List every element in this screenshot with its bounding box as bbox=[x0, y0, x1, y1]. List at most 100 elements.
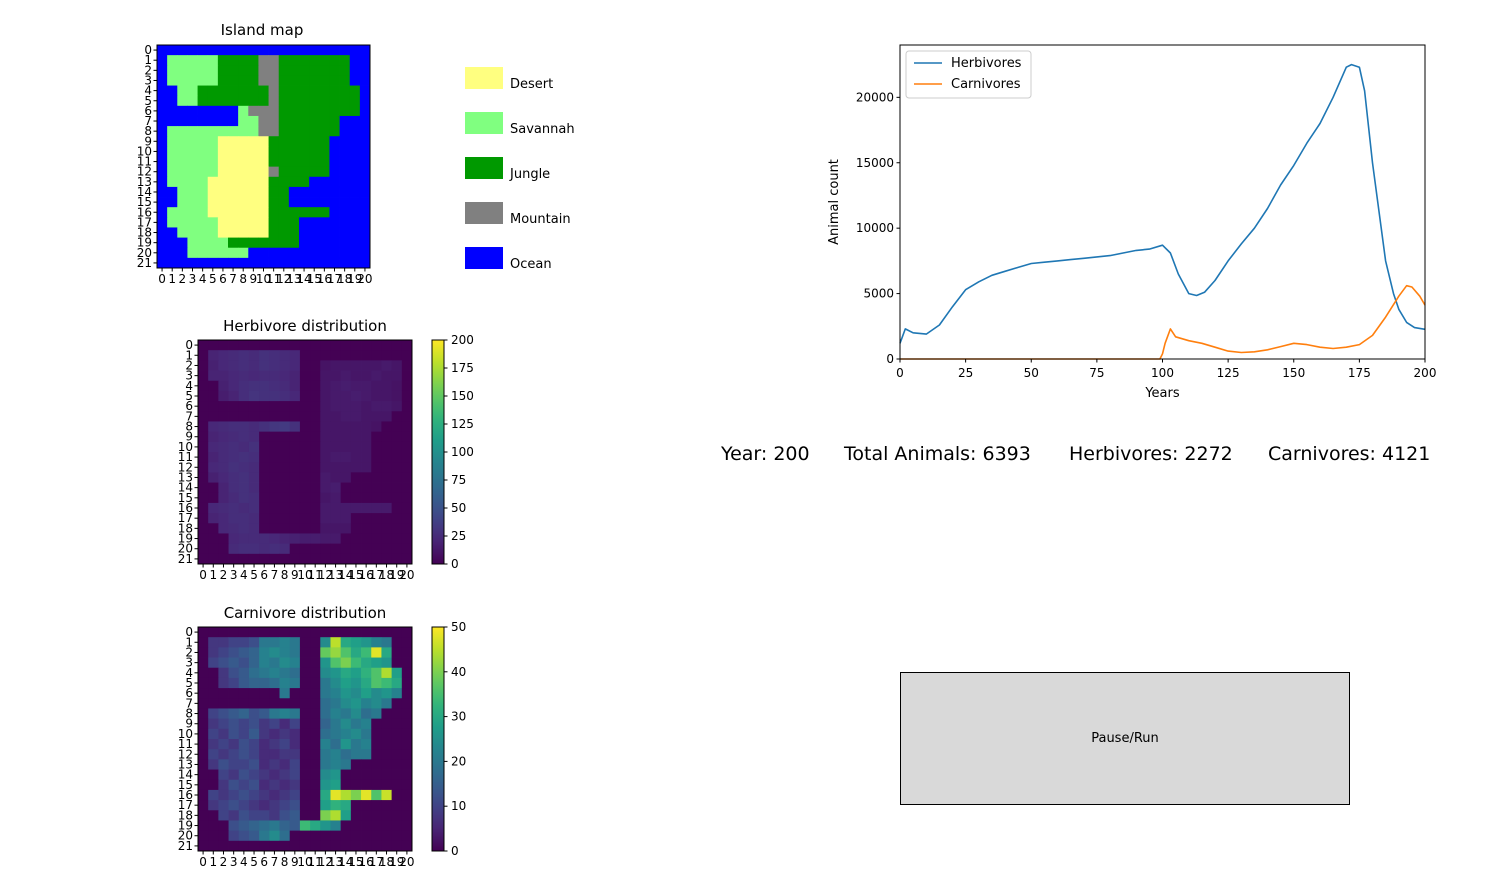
terrain-cell bbox=[299, 237, 310, 249]
terrain-cell bbox=[288, 45, 300, 56]
density-cell bbox=[401, 340, 413, 351]
density-cell bbox=[310, 698, 321, 709]
density-cell bbox=[208, 513, 219, 524]
density-cell bbox=[401, 431, 413, 443]
density-cell bbox=[289, 800, 301, 811]
terrain-cell bbox=[157, 126, 168, 137]
terrain-cell bbox=[187, 156, 198, 168]
density-cell bbox=[259, 667, 270, 679]
density-cell bbox=[279, 340, 291, 351]
density-cell bbox=[208, 677, 219, 689]
terrain-cell bbox=[248, 85, 259, 97]
terrain-cell bbox=[157, 55, 168, 66]
y-tick-label: 20000 bbox=[856, 90, 894, 104]
terrain-cell bbox=[177, 217, 188, 228]
x-tick-label: 14 bbox=[338, 568, 353, 582]
terrain-cell bbox=[197, 257, 209, 269]
density-cell bbox=[381, 370, 393, 382]
y-tick-label: 19 bbox=[178, 532, 193, 546]
density-cell bbox=[340, 647, 352, 658]
terrain-cell bbox=[217, 85, 229, 97]
terrain-cell bbox=[359, 45, 371, 56]
terrain-cell bbox=[329, 247, 340, 259]
density-cell bbox=[259, 411, 270, 422]
terrain-cell bbox=[248, 166, 259, 178]
density-cell bbox=[259, 840, 270, 852]
density-cell bbox=[259, 441, 270, 453]
density-cell bbox=[361, 533, 372, 545]
terrain-cell bbox=[157, 227, 168, 238]
y-tick-label: 12 bbox=[178, 747, 193, 761]
density-cell bbox=[238, 820, 250, 832]
density-cell bbox=[238, 380, 250, 392]
density-cell bbox=[320, 533, 331, 545]
density-cell bbox=[259, 698, 270, 709]
density-cell bbox=[198, 452, 209, 463]
terrain-cell bbox=[309, 95, 320, 107]
density-cell bbox=[228, 820, 240, 832]
density-cell bbox=[381, 667, 393, 679]
density-cell bbox=[238, 553, 250, 565]
terrain-cell bbox=[187, 105, 198, 117]
density-cell bbox=[320, 441, 331, 453]
x-tick-label: 10 bbox=[297, 568, 312, 582]
density-cell bbox=[269, 688, 280, 699]
density-cell bbox=[259, 492, 270, 504]
density-cell bbox=[198, 637, 209, 648]
terrain-cell bbox=[278, 247, 290, 259]
terrain-cell bbox=[238, 237, 249, 249]
density-cell bbox=[248, 657, 260, 669]
density-cell bbox=[330, 411, 342, 422]
terrain-cell bbox=[299, 176, 310, 188]
density-cell bbox=[350, 482, 362, 494]
density-cell bbox=[208, 543, 219, 555]
density-cell bbox=[391, 441, 403, 453]
density-cell bbox=[279, 492, 291, 504]
terrain-cell bbox=[268, 115, 280, 127]
colorbar-tick-label: 150 bbox=[451, 389, 474, 403]
legend-entry-herbivores: Herbivores bbox=[951, 56, 1022, 71]
density-cell bbox=[340, 370, 352, 382]
terrain-cell bbox=[177, 156, 188, 168]
density-cell bbox=[401, 543, 413, 555]
terrain-cell bbox=[319, 115, 330, 127]
density-cell bbox=[361, 667, 372, 679]
density-cell bbox=[371, 431, 382, 443]
terrain-cell bbox=[329, 85, 340, 97]
terrain-cell bbox=[339, 55, 351, 66]
density-cell bbox=[340, 502, 352, 514]
density-cell bbox=[299, 759, 311, 770]
density-cell bbox=[361, 749, 372, 760]
y-tick-label: 17 bbox=[137, 215, 152, 229]
density-cell bbox=[279, 667, 291, 679]
density-cell bbox=[228, 627, 240, 638]
density-cell bbox=[340, 523, 352, 534]
density-cell bbox=[371, 800, 382, 811]
terrain-cell bbox=[217, 115, 229, 127]
terrain-cell bbox=[329, 186, 340, 198]
terrain-cell bbox=[197, 85, 209, 97]
density-cell bbox=[279, 769, 291, 781]
density-cell bbox=[248, 543, 260, 555]
density-cell bbox=[279, 708, 291, 720]
density-cell bbox=[248, 380, 260, 392]
terrain-cell bbox=[278, 176, 290, 188]
density-cell bbox=[248, 708, 260, 720]
density-cell bbox=[279, 360, 291, 371]
density-cell bbox=[381, 647, 393, 658]
terrain-cell bbox=[217, 146, 229, 157]
total-animals-readout: Total Animals: 6393 bbox=[844, 443, 1031, 465]
density-cell bbox=[381, 677, 393, 689]
density-cell bbox=[310, 759, 321, 770]
density-cell bbox=[259, 759, 270, 770]
density-cell bbox=[269, 452, 280, 463]
density-cell bbox=[401, 708, 413, 720]
density-cell bbox=[218, 482, 229, 494]
density-cell bbox=[350, 472, 362, 483]
terrain-cell bbox=[288, 115, 300, 127]
terrain-cell bbox=[238, 156, 249, 168]
density-cell bbox=[310, 810, 321, 821]
pause-run-button[interactable]: Pause/Run bbox=[900, 672, 1350, 805]
density-cell bbox=[320, 452, 331, 463]
y-tick-label: 6 bbox=[144, 104, 152, 118]
